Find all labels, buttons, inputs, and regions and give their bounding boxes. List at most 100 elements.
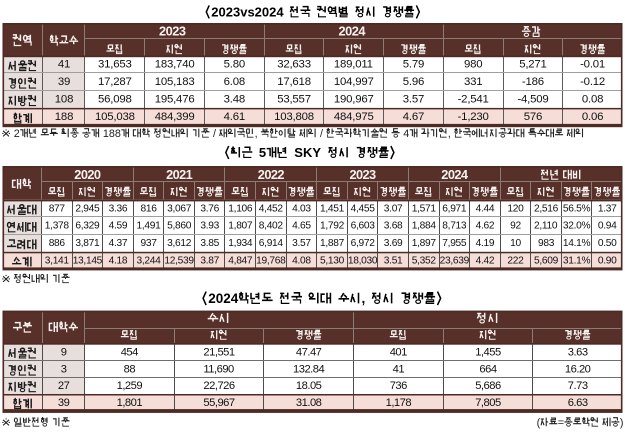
svg-text:1,178: 1,178 (386, 397, 412, 409)
svg-text:4.67: 4.67 (403, 111, 424, 123)
svg-text:5.80: 5.80 (224, 59, 245, 71)
svg-text:3.51: 3.51 (384, 255, 403, 266)
svg-text:190,967: 190,967 (334, 94, 374, 106)
svg-text:16.20: 16.20 (565, 364, 591, 376)
svg-text:105,038: 105,038 (95, 111, 135, 123)
svg-text:331: 331 (464, 76, 482, 88)
svg-text:5: 5 (259, 145, 266, 160)
svg-text:7,805: 7,805 (475, 397, 501, 409)
svg-text:132.84: 132.84 (293, 364, 324, 376)
svg-text:SKY: SKY (294, 145, 321, 160)
svg-text:88: 88 (124, 364, 136, 376)
svg-text:1,106: 1,106 (228, 203, 253, 214)
svg-text:3.69: 3.69 (384, 238, 403, 249)
svg-text:56.5%: 56.5% (563, 203, 591, 214)
svg-text:1,884: 1,884 (412, 221, 437, 232)
svg-text:31.08: 31.08 (296, 397, 322, 409)
svg-text:6,971: 6,971 (442, 203, 467, 214)
svg-text:3.07: 3.07 (384, 203, 403, 214)
svg-text:13,145: 13,145 (73, 255, 103, 266)
svg-text:108: 108 (55, 94, 73, 106)
svg-text:4.61: 4.61 (224, 111, 245, 123)
svg-text:2022: 2022 (258, 167, 285, 182)
svg-text:222: 222 (507, 255, 524, 266)
svg-text:11,690: 11,690 (203, 364, 234, 376)
svg-text:2,110: 2,110 (534, 221, 558, 232)
svg-text:17,287: 17,287 (98, 76, 132, 88)
svg-text:/: / (213, 128, 216, 140)
svg-text:0.50: 0.50 (598, 238, 617, 249)
svg-text:3.76: 3.76 (200, 203, 219, 214)
svg-text:6,972: 6,972 (351, 238, 376, 249)
svg-text:454: 454 (121, 346, 138, 358)
svg-text:886: 886 (49, 238, 66, 249)
svg-text:6,603: 6,603 (351, 221, 376, 232)
svg-text:18.05: 18.05 (296, 380, 322, 392)
svg-text:=: = (558, 417, 564, 429)
svg-text:0.94: 0.94 (598, 221, 617, 232)
svg-text:9: 9 (61, 346, 67, 358)
svg-text:47.47: 47.47 (296, 346, 322, 358)
svg-text:5,352: 5,352 (412, 255, 437, 266)
svg-text:23,639: 23,639 (440, 255, 470, 266)
svg-text:183,740: 183,740 (155, 59, 195, 71)
svg-text:3.36: 3.36 (109, 203, 128, 214)
svg-text:816: 816 (141, 203, 158, 214)
svg-text:4.03: 4.03 (292, 203, 311, 214)
svg-text:4.08: 4.08 (292, 255, 311, 266)
svg-text:1.37: 1.37 (598, 203, 617, 214)
svg-text:7.73: 7.73 (568, 380, 588, 392)
svg-text:1,807: 1,807 (228, 221, 253, 232)
svg-text:188: 188 (55, 111, 73, 123)
svg-text:6,329: 6,329 (75, 221, 100, 232)
svg-text:664: 664 (479, 364, 496, 376)
svg-text:2,945: 2,945 (75, 203, 100, 214)
svg-text:4.65: 4.65 (292, 221, 311, 232)
svg-text:0.08: 0.08 (582, 94, 603, 106)
svg-text:-1,230: -1,230 (458, 111, 489, 123)
svg-text:937: 937 (141, 238, 158, 249)
svg-text:1,455: 1,455 (475, 346, 501, 358)
svg-text:120: 120 (507, 203, 524, 214)
svg-text:2021: 2021 (166, 167, 193, 182)
svg-text:,: , (362, 291, 366, 306)
svg-text:1,571: 1,571 (412, 203, 437, 214)
svg-text:19,768: 19,768 (256, 255, 286, 266)
svg-text:4,455: 4,455 (351, 203, 376, 214)
svg-text:17,618: 17,618 (277, 76, 311, 88)
svg-text:/: / (320, 128, 323, 140)
svg-text:41: 41 (58, 59, 70, 71)
svg-text:4,847: 4,847 (228, 255, 253, 266)
svg-text:14.1%: 14.1% (563, 238, 591, 249)
svg-text:3,612: 3,612 (167, 238, 192, 249)
svg-text:6.63: 6.63 (568, 397, 588, 409)
svg-text:6,914: 6,914 (259, 238, 284, 249)
svg-text:4.44: 4.44 (476, 203, 495, 214)
svg-text:41: 41 (393, 364, 405, 376)
svg-text:3,871: 3,871 (75, 238, 100, 249)
svg-text:4.59: 4.59 (109, 221, 128, 232)
svg-text:5,686: 5,686 (475, 380, 501, 392)
svg-text:484,399: 484,399 (155, 111, 195, 123)
svg-text:484,975: 484,975 (334, 111, 374, 123)
svg-text:3.63: 3.63 (568, 346, 588, 358)
svg-text:105,183: 105,183 (155, 76, 195, 88)
svg-text:-4,509: -4,509 (517, 94, 548, 106)
svg-text:2023: 2023 (159, 23, 186, 38)
svg-text:1,801: 1,801 (117, 397, 143, 409)
svg-text:6.08: 6.08 (224, 76, 245, 88)
svg-text:103,808: 103,808 (274, 111, 314, 123)
svg-text:1,897: 1,897 (412, 238, 437, 249)
svg-text:3,244: 3,244 (137, 255, 162, 266)
svg-text:983: 983 (538, 238, 555, 249)
svg-text:5,271: 5,271 (519, 59, 547, 71)
svg-text:2: 2 (14, 128, 20, 140)
svg-text:7,955: 7,955 (442, 238, 467, 249)
svg-text:92: 92 (510, 221, 521, 232)
svg-text:3: 3 (61, 364, 67, 376)
svg-text:39: 39 (58, 76, 70, 88)
svg-text:39: 39 (58, 397, 70, 409)
svg-text:2,516: 2,516 (534, 203, 559, 214)
svg-text:3.68: 3.68 (384, 221, 403, 232)
svg-text:104,997: 104,997 (334, 76, 374, 88)
